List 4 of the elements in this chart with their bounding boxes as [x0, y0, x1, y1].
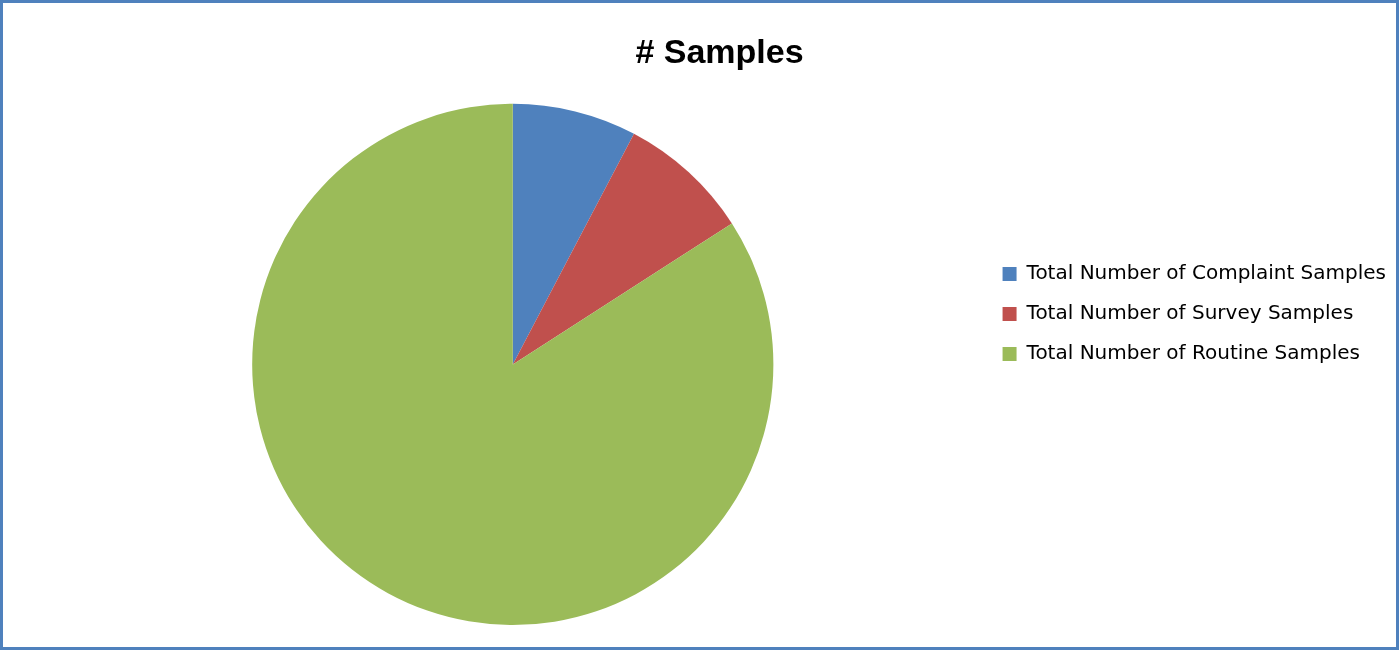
- legend-label: Total Number of Complaint Samples: [1025, 260, 1386, 285]
- legend-label: Total Number of Routine Samples: [1025, 340, 1361, 365]
- chart-title: # Samples: [635, 31, 804, 70]
- legend-label: Total Number of Survey Samples: [1025, 300, 1354, 325]
